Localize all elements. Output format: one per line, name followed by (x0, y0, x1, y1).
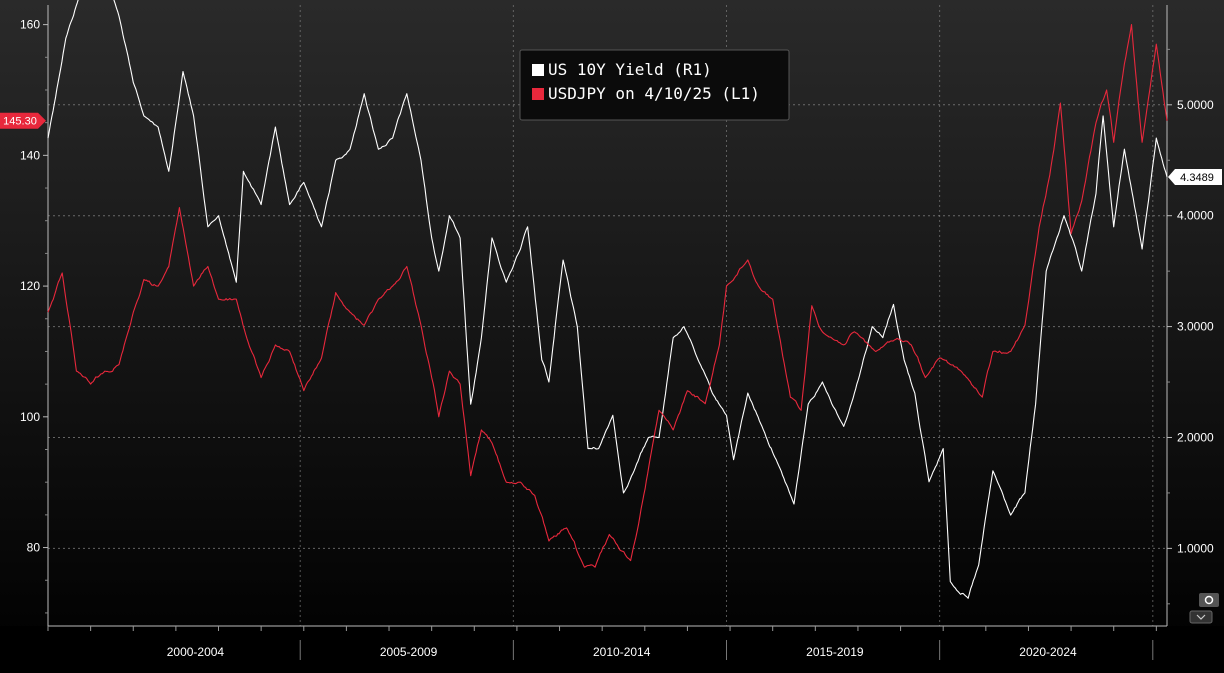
left-axis-tick-label: 120 (20, 279, 40, 293)
left-last-value-badge (0, 112, 46, 129)
x-axis-band (0, 626, 1224, 668)
series-line (47, 24, 1168, 568)
grid-lines (48, 5, 1167, 626)
right-last-value-label: 4.3489 (1180, 172, 1214, 184)
left-axis-tick-label: 100 (20, 410, 40, 424)
x-axis-period-label: 2020-2024 (1019, 645, 1077, 659)
chart-controls (1189, 593, 1219, 624)
legend-label: USDJPY on 4/10/25 (L1) (548, 84, 760, 103)
data-series (47, 0, 1168, 599)
legend-box (519, 49, 790, 121)
x-axis-period-label: 2000-2004 (167, 645, 225, 659)
legend-label: US 10Y Yield (R1) (548, 60, 712, 79)
right-axis-tick-label: 2.0000 (1177, 430, 1214, 444)
settings-button[interactable] (1199, 593, 1219, 607)
legend-swatch (532, 88, 544, 100)
x-axis-period-label: 2015-2019 (806, 645, 864, 659)
x-axis-period-label: 2010-2014 (593, 645, 651, 659)
dropdown-button[interactable] (1189, 610, 1213, 624)
right-axis-tick-label: 4.0000 (1177, 209, 1214, 223)
left-axis-tick-label: 160 (20, 18, 40, 32)
axis-labels: 80 100 120 140 160 1.0000 2.0000 3.0000 4.0000 5.… (0, 18, 1222, 659)
left-last-value-label: 145.30 (3, 116, 37, 128)
chart-legend: US 10Y Yield (R1) USDJPY on 4/10/25 (L1) (519, 49, 790, 121)
left-axis-tick-label: 80 (27, 541, 41, 555)
axes (43, 5, 1172, 660)
left-axis-tick-label: 140 (20, 148, 40, 162)
right-axis-tick-label: 3.0000 (1177, 320, 1214, 334)
right-last-value-badge (1168, 169, 1222, 186)
legend-swatch (532, 64, 544, 76)
right-axis-tick-label: 5.0000 (1177, 98, 1214, 112)
gear-icon (1204, 595, 1214, 605)
right-axis-tick-label: 1.0000 (1177, 541, 1214, 555)
x-axis-period-label: 2005-2009 (380, 645, 438, 659)
chevron-down-icon (1196, 614, 1206, 620)
series-line (47, 0, 1168, 599)
